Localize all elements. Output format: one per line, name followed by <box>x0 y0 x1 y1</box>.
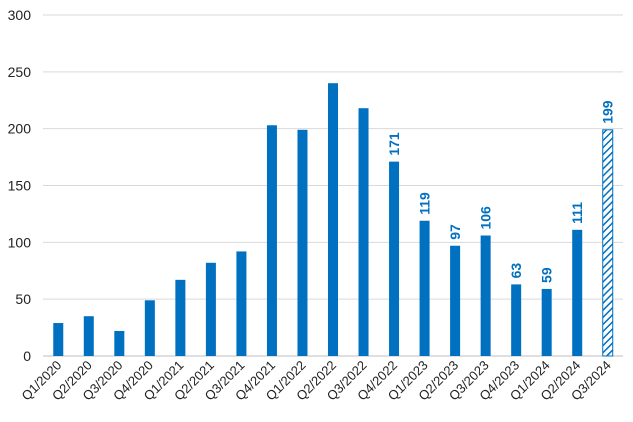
data-label: 111 <box>569 202 585 224</box>
bar-q4-2022 <box>389 161 400 356</box>
data-label: 119 <box>417 192 433 215</box>
bar-q2-2021 <box>205 262 216 356</box>
data-label: 97 <box>447 224 463 240</box>
bar-q3-2022 <box>358 108 369 356</box>
y-tick-label: 100 <box>8 234 32 250</box>
data-label: 171 <box>386 132 402 156</box>
y-tick-label: 50 <box>15 291 31 307</box>
bar-q3-2021 <box>236 251 247 356</box>
y-tick-label: 250 <box>8 64 32 80</box>
y-tick-label: 200 <box>8 121 32 137</box>
data-label: 106 <box>478 206 494 230</box>
y-axis-ticks: 0 50 100 150 200 250 300 <box>8 7 32 364</box>
bar-q1-2021 <box>175 279 186 356</box>
bar-q1-2020 <box>53 323 64 356</box>
x-axis-ticks: Q1/2020Q2/2020Q3/2020Q4/2020Q1/2021Q2/20… <box>19 358 614 404</box>
y-tick-label: 150 <box>8 178 32 194</box>
bar-q2-2022 <box>328 83 338 356</box>
data-label: 59 <box>539 267 555 283</box>
bar-q2-2024 <box>572 229 583 356</box>
bar-q1-2024 <box>541 288 552 356</box>
bar-q1-2023 <box>419 220 430 356</box>
bar-q2-2023 <box>450 245 461 356</box>
y-tick-label: 0 <box>23 348 31 364</box>
data-label: 199 <box>600 100 616 124</box>
bar-q3-2024 <box>602 129 614 357</box>
data-label: 63 <box>508 263 524 279</box>
bar-q4-2023 <box>511 284 522 356</box>
bars <box>53 83 614 357</box>
data-labels: 171 119 97 106 63 59 111 199 <box>386 100 616 283</box>
bar-q1-2022 <box>297 129 308 356</box>
bar-q4-2021 <box>266 125 277 356</box>
bar-q4-2020 <box>144 300 155 356</box>
bar-q2-2020 <box>83 316 94 356</box>
y-tick-label: 300 <box>8 7 32 23</box>
bar-q3-2023 <box>480 235 491 356</box>
bar-q3-2020 <box>114 330 125 356</box>
